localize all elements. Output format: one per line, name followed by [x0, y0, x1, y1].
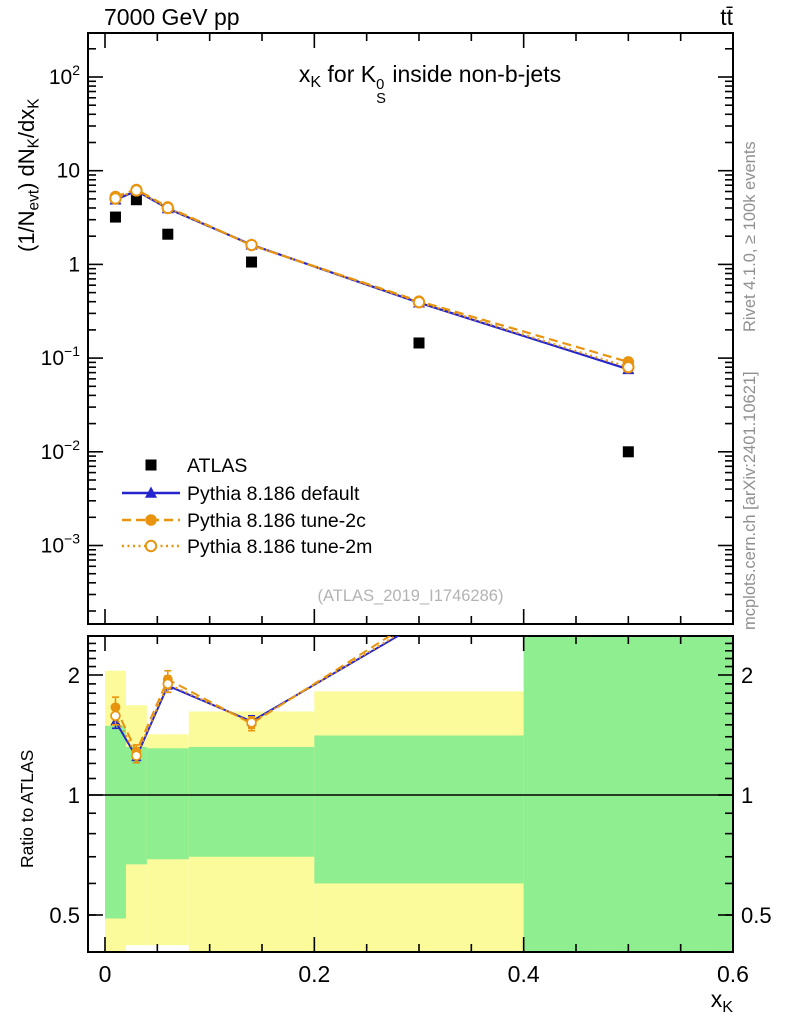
y-tick-label-main: 10: [57, 160, 80, 183]
ratio-tick-label-right: 0.5: [741, 903, 772, 928]
ratio-tick-label-right: 2: [741, 663, 753, 688]
plot-title-x: x: [298, 61, 311, 87]
marker-circle-open: [246, 717, 257, 728]
marker-circle-open: [245, 238, 258, 252]
green-band-bin: [188, 746, 315, 857]
y-tick-label-main: 102: [49, 62, 80, 89]
ratio-tick-label-left: 1: [68, 783, 80, 808]
marker-circle-open: [144, 539, 158, 553]
process-title: tt̄: [720, 4, 733, 30]
ratio-line: [114, 636, 392, 754]
legend-label: Pythia 8.186 tune-2m: [187, 536, 372, 558]
beam-title: 7000 GeV pp: [104, 4, 240, 30]
axis-ticks: [88, 33, 734, 952]
marker-square: [413, 337, 425, 349]
legend: ATLAS Pythia 8.186 default Pythia 8.186 tu…: [122, 455, 372, 558]
legend-item-pythia-8-186-tune-2m: Pythia 8.186 tune-2m: [122, 536, 372, 558]
ratio-tick-label-right: 1: [741, 783, 753, 808]
legend-item-atlas: ATLAS: [145, 455, 247, 477]
x-tick-label: 0.6: [717, 961, 749, 987]
y-axis-title-main: (1/Nevt) dNK/dxK: [14, 98, 43, 252]
marker-circle-open: [412, 295, 426, 309]
marker-circle-open: [624, 431, 633, 440]
legend-label: Pythia 8.186 default: [187, 483, 360, 505]
main-series-atlas: [109, 194, 634, 458]
ratio-tick-label-left: 0.5: [49, 903, 80, 928]
green-band-bin: [314, 735, 524, 884]
marker-circle-open: [161, 201, 175, 215]
main-panel-frame: [87, 32, 734, 625]
y-tick-label-main: 1: [68, 253, 80, 276]
marker-square: [162, 228, 174, 240]
marker-square: [622, 446, 634, 458]
green-band-bin: [105, 725, 126, 919]
x-axis-title: xK: [710, 986, 733, 1016]
main-series-pythia-8-186-tune-2m: [109, 184, 635, 374]
marker-circle: [623, 408, 633, 418]
marker-square: [145, 459, 157, 471]
x-tick-label: 0: [99, 961, 112, 987]
main-series-pythia-8-186-tune-2c: [109, 183, 635, 368]
x-tick-label: 0.4: [508, 961, 540, 987]
green-band-bin: [523, 636, 733, 952]
y-axis-title-ratio: Ratio to ATLAS: [17, 749, 37, 868]
green-band-bin: [146, 748, 189, 860]
marker-square: [109, 211, 121, 223]
series-line: [115, 189, 629, 369]
plot-title-x-sub: K: [310, 72, 322, 91]
legend-label: ATLAS: [187, 455, 247, 477]
marker-circle-open: [130, 184, 143, 197]
ratio-panel-frame: [87, 635, 734, 953]
legend-item-pythia-8-186-default: Pythia 8.186 default: [122, 483, 360, 505]
marker-square: [246, 256, 258, 268]
marker-circle-open: [162, 678, 174, 690]
ratio-band-green: [105, 636, 733, 952]
axis-tick-labels: 102 10 1 10−1 10−2 10−3 2 2 1 1 0.5 0.5 0 0.2 0.4 0.6: [41, 62, 772, 987]
analysis-id-watermark: (ATLAS_2019_I1746286): [317, 587, 504, 605]
plot-title-rest: inside non-b-jets: [385, 61, 562, 87]
ratio-series-pythia-8-186-tune-2m: [110, 431, 633, 764]
plot-title-k-sub: S: [376, 90, 386, 107]
y-tick-label-main: 10−1: [41, 343, 81, 370]
main-series-pythia-8-186-default: [109, 184, 635, 375]
series-line: [115, 188, 629, 363]
legend-label: Pythia 8.186 tune-2c: [187, 510, 366, 532]
plot-title-k-sup: 0: [376, 77, 385, 94]
x-tick-label: 0.2: [298, 961, 330, 987]
ratio-tick-label-left: 2: [68, 663, 80, 688]
marker-square: [130, 194, 142, 206]
marker-circle-open: [110, 710, 121, 722]
rivet-version-note: Rivet 4.1.0, ≥ 100k events: [741, 141, 759, 332]
legend-item-pythia-8-186-tune-2c: Pythia 8.186 tune-2c: [122, 510, 366, 532]
y-tick-label-main: 10−3: [41, 531, 81, 558]
marker-circle-open: [131, 750, 142, 761]
y-tick-label-main: 10−2: [41, 437, 81, 464]
mcplots-arxiv-note: mcplots.cern.ch [arXiv:2401.10621]: [741, 371, 759, 630]
marker-circle-open: [109, 192, 122, 205]
plot-title-mid: for K: [321, 61, 377, 87]
green-band-bin: [125, 746, 147, 865]
marker-triangle: [145, 486, 157, 498]
marker-circle-open: [622, 360, 635, 374]
marker-circle: [145, 514, 157, 526]
